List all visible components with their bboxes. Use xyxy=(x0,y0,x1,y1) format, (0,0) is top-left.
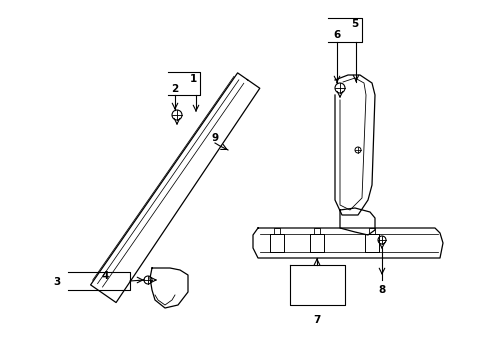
Text: 1: 1 xyxy=(189,74,196,84)
Polygon shape xyxy=(339,208,374,235)
Text: 2: 2 xyxy=(171,84,178,94)
Polygon shape xyxy=(90,73,259,302)
Polygon shape xyxy=(252,228,442,258)
Polygon shape xyxy=(150,268,187,308)
Polygon shape xyxy=(334,75,374,215)
Text: 8: 8 xyxy=(378,285,385,295)
Text: 4: 4 xyxy=(101,271,108,281)
Text: 5: 5 xyxy=(351,19,358,29)
Text: 6: 6 xyxy=(333,30,340,40)
Text: 3: 3 xyxy=(53,277,61,287)
Text: 9: 9 xyxy=(211,133,218,143)
Text: 7: 7 xyxy=(313,315,320,325)
